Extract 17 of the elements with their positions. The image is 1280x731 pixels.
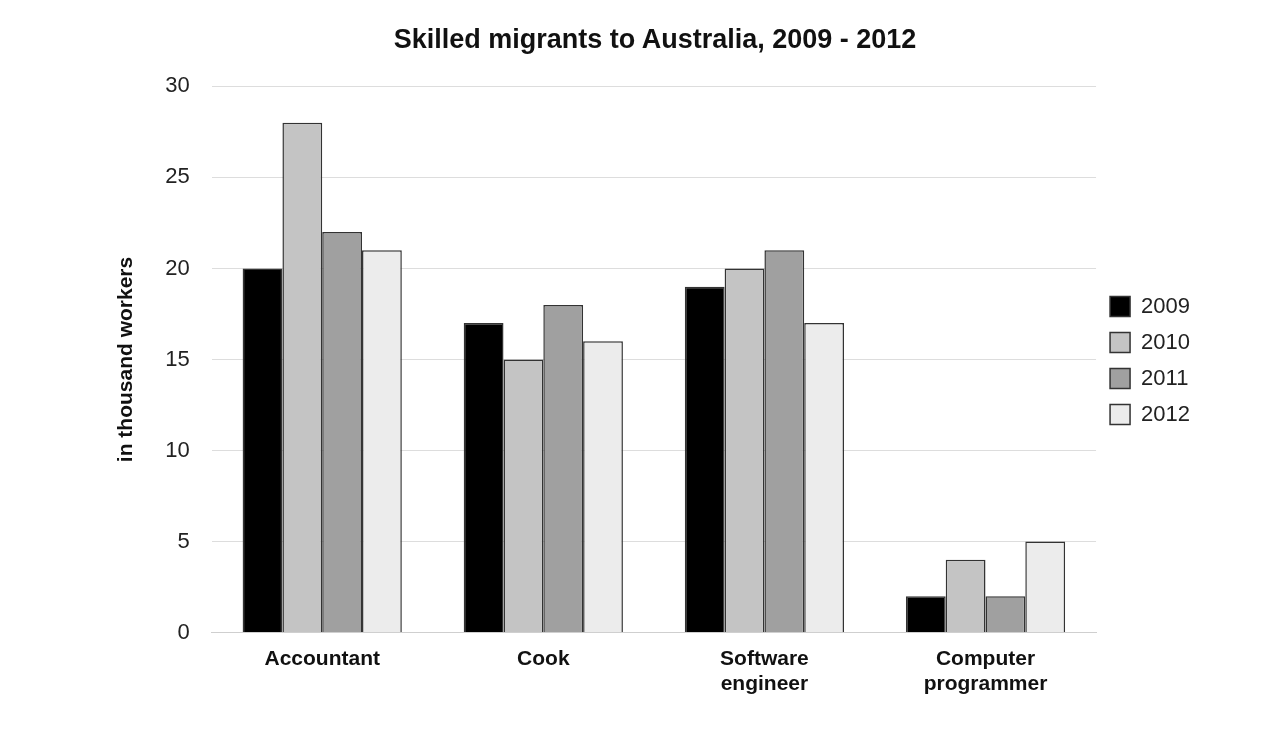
y-tick-label: 25: [165, 163, 190, 189]
y-tick-label: 15: [165, 345, 190, 371]
y-tick-label: 5: [177, 527, 190, 553]
y-axis-title: in thousand workers: [113, 256, 137, 463]
y-tick-label: 30: [165, 72, 190, 98]
x-tick-label: Accountant: [264, 646, 380, 669]
x-tick-label: Software engineer: [720, 646, 809, 695]
legend-label: 2012: [1141, 400, 1191, 426]
legend-label: 2010: [1141, 328, 1191, 354]
y-tick-label: 20: [165, 254, 190, 280]
legend-label: 2011: [1141, 364, 1189, 390]
y-tick-label: 10: [165, 436, 190, 462]
x-tick-label: Cook: [517, 646, 570, 669]
chart-title: Skilled migrants to Australia, 2009 - 2012: [393, 23, 917, 54]
y-tick-label: 0: [177, 618, 190, 644]
x-tick-label: Computer programmer: [923, 646, 1048, 695]
legend-label: 2009: [1141, 292, 1191, 318]
